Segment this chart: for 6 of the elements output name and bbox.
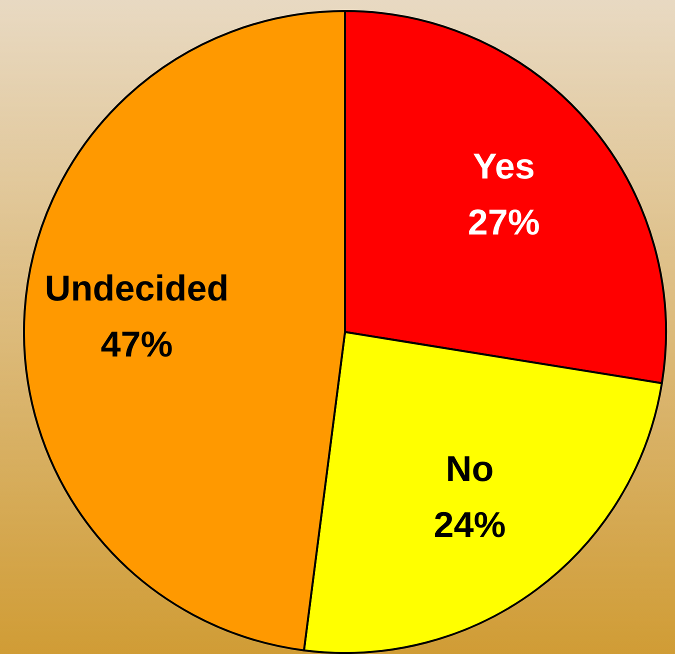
data-label: 47% [100,324,173,365]
slice-label: Undecided [44,268,229,309]
data-label: 27% [468,202,540,243]
slice-label: No [446,448,494,490]
slice-label: Yes [472,146,535,187]
data-label: 24% [434,504,506,546]
